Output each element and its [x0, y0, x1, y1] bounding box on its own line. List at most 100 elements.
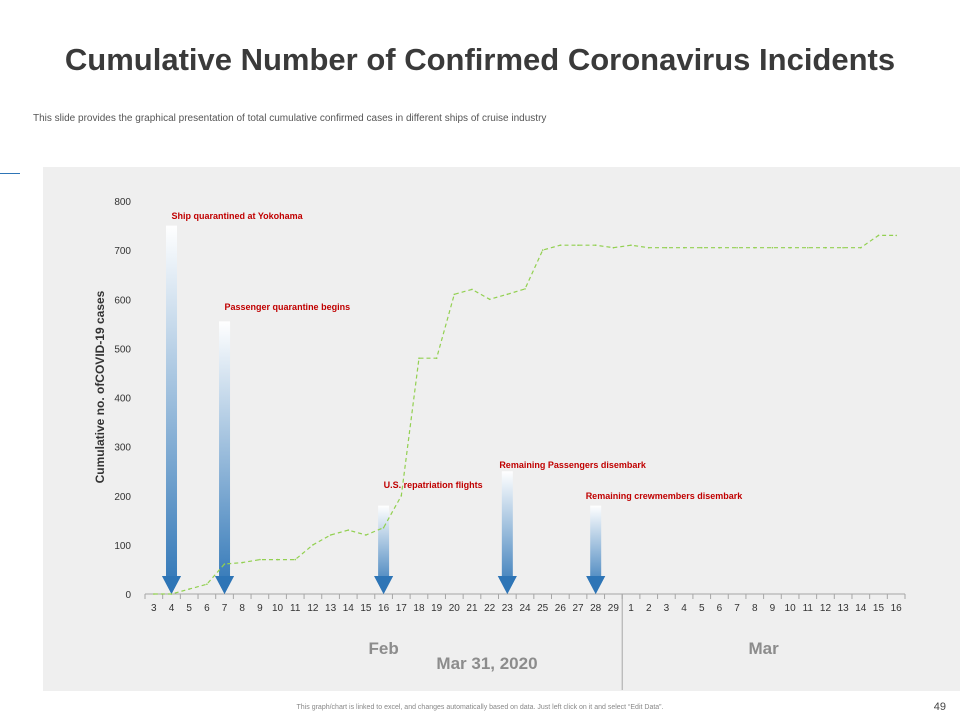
x-tick-label: 21 — [466, 603, 478, 614]
data-point — [453, 293, 456, 296]
annotation-arrow — [215, 321, 235, 594]
data-point — [612, 246, 615, 249]
x-tick-label: 13 — [838, 603, 850, 614]
x-tick-label: 8 — [239, 603, 245, 614]
x-tick-label: 7 — [222, 603, 228, 614]
data-point — [524, 288, 526, 290]
data-point — [665, 246, 668, 249]
x-tick-label: 9 — [770, 603, 776, 614]
data-point — [824, 246, 827, 249]
x-tick-label: 11 — [290, 603, 301, 614]
x-tick-label: 16 — [378, 603, 390, 614]
x-tick-label: 12 — [307, 603, 319, 614]
data-point — [471, 288, 473, 291]
x-tick-label: 3 — [664, 603, 670, 614]
y-tick-label: 100 — [114, 541, 131, 552]
x-tick-label: 7 — [734, 603, 740, 614]
data-point — [506, 293, 509, 296]
x-tick-label: 14 — [343, 603, 355, 614]
y-axis-label: Cumulative no. ofCOVID-19 cases — [93, 290, 107, 483]
x-tick-label: 15 — [873, 603, 885, 614]
data-point — [400, 495, 403, 497]
data-point — [700, 246, 703, 249]
x-tick-label: 17 — [396, 603, 408, 614]
x-tick-label: 5 — [186, 603, 192, 614]
annotation-label: Ship quarantined at Yokohama — [172, 211, 304, 221]
data-point — [807, 246, 809, 249]
x-tick-label: 5 — [699, 603, 705, 614]
annotation-label: U.S. repatriation flights — [384, 480, 483, 490]
data-point — [577, 244, 579, 246]
data-point — [382, 526, 385, 529]
data-point — [223, 563, 226, 565]
y-tick-label: 300 — [114, 443, 131, 454]
x-tick-label: 12 — [820, 603, 832, 614]
data-point — [188, 588, 190, 590]
month-label-feb: Feb — [368, 639, 398, 658]
data-point — [294, 558, 297, 561]
footer-note: This graph/chart is linked to excel, and… — [296, 704, 664, 711]
x-axis-date-label: Mar 31, 2020 — [436, 654, 537, 673]
x-tick-label: 27 — [572, 603, 584, 614]
x-tick-label: 23 — [502, 603, 514, 614]
data-point — [860, 246, 862, 249]
annotation-arrow — [374, 505, 394, 594]
annotation-arrow — [162, 225, 182, 594]
slide-title: Cumulative Number of Confirmed Coronavir… — [64, 42, 896, 77]
data-point — [895, 234, 897, 237]
y-tick-label: 400 — [114, 394, 131, 405]
x-tick-label: 20 — [449, 603, 461, 614]
y-tick-label: 200 — [114, 492, 131, 503]
x-tick-label: 28 — [590, 603, 602, 614]
x-tick-label: 14 — [855, 603, 867, 614]
x-tick-label: 8 — [752, 603, 758, 614]
data-point — [541, 249, 544, 251]
y-tick-label: 700 — [114, 246, 131, 257]
annotation-label: Remaining Passengers disembark — [499, 460, 647, 470]
data-point — [647, 246, 650, 249]
x-tick-label: 24 — [519, 603, 531, 614]
x-tick-label: 25 — [537, 603, 549, 614]
data-point — [365, 534, 367, 536]
x-tick-label: 18 — [413, 603, 425, 614]
data-point — [418, 357, 420, 360]
x-tick-label: 13 — [325, 603, 337, 614]
data-point — [789, 246, 791, 249]
y-tick-label: 0 — [125, 590, 131, 601]
data-point — [683, 246, 685, 249]
x-tick-label: 6 — [717, 603, 723, 614]
data-point — [630, 244, 632, 246]
annotation-label: Remaining crewmembers disembark — [586, 491, 744, 501]
x-tick-label: 3 — [151, 603, 157, 614]
data-point — [559, 244, 562, 246]
chart-panel — [43, 167, 960, 691]
data-point — [771, 246, 774, 249]
x-tick-label: 26 — [555, 603, 567, 614]
data-point — [312, 544, 314, 546]
x-tick-label: 1 — [628, 603, 634, 614]
x-tick-label: 15 — [360, 603, 372, 614]
x-tick-label: 6 — [204, 603, 210, 614]
y-tick-label: 500 — [114, 344, 131, 355]
annotation-label: Passenger quarantine begins — [225, 302, 351, 312]
data-point — [736, 246, 738, 249]
page-number: 49 — [933, 701, 946, 713]
data-point — [170, 593, 173, 595]
annotation-arrow — [497, 471, 517, 594]
data-point — [594, 244, 597, 246]
data-point — [347, 529, 350, 531]
data-point — [435, 357, 438, 360]
data-point — [718, 246, 721, 249]
y-tick-label: 600 — [114, 295, 131, 306]
data-point — [329, 534, 332, 536]
x-tick-label: 29 — [608, 603, 620, 614]
annotation-arrow — [586, 505, 606, 594]
left-accent-line — [0, 173, 20, 174]
x-tick-label: 10 — [785, 603, 797, 614]
x-tick-label: 11 — [803, 603, 814, 614]
x-tick-label: 9 — [257, 603, 263, 614]
data-point — [259, 558, 261, 561]
month-label-mar: Mar — [748, 639, 779, 658]
data-point — [206, 583, 208, 585]
